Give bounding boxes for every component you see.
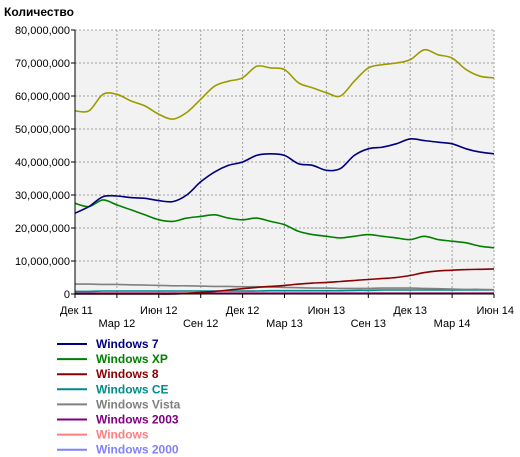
legend-label-windows-8: Windows 8: [96, 367, 159, 381]
x-tick-label: Мар 14: [434, 318, 471, 330]
legend-label-windows-vista: Windows Vista: [96, 397, 181, 411]
grid: [75, 29, 495, 294]
x-tick-label: Июн 14: [476, 305, 514, 317]
x-tick-label: Мар 13: [266, 318, 303, 330]
series-line-windows-xp: [74, 199, 495, 249]
y-tick-label: 10,000,000: [15, 256, 70, 268]
x-tick-label: Мар 12: [98, 318, 135, 330]
series-line-windows-ce: [75, 289, 494, 293]
y-tick-label: 30,000,000: [15, 190, 70, 202]
y-tick-label: 70,000,000: [15, 58, 70, 70]
y-tick-label: 60,000,000: [15, 91, 70, 103]
series-line-сумма-выбранных: [74, 48, 495, 120]
y-tick-label: 20,000,000: [15, 223, 70, 235]
x-tick-label: Сен 12: [183, 318, 218, 330]
x-tick-label: Дек 13: [393, 305, 427, 317]
series-line-windows-7: [74, 138, 495, 214]
legend-label-windows-xp: Windows XP: [96, 352, 168, 366]
x-tick-label: Дек 12: [226, 305, 260, 317]
chart-title: Количество: [4, 5, 74, 19]
legend-label-windows-ce: Windows CE: [96, 382, 169, 396]
legend-label-windows-2000: Windows 2000: [96, 443, 179, 457]
y-tick-label: 40,000,000: [15, 157, 70, 169]
series-line-windows-vista: [74, 283, 495, 291]
y-tick-label: 80,000,000: [15, 25, 70, 37]
y-axis: 0 10,000,000 20,000,000 30,000,000 40,000,00…: [15, 25, 75, 301]
x-axis: Дек 11 Мар 12 Июн 12 Сен 12 Дек 12 Мар 13 Июн …: [60, 294, 514, 330]
x-tick-label: Июн 12: [140, 305, 178, 317]
legend-label-windows-2003: Windows 2003: [96, 413, 179, 427]
x-tick-label: Дек 11: [60, 305, 93, 317]
x-tick-label: Июн 13: [308, 305, 346, 317]
x-tick-label: Сен 13: [351, 318, 386, 330]
legend-label-windows-7: Windows 7: [96, 337, 159, 351]
legend-label-windows: Windows: [96, 428, 149, 442]
y-tick-label: 50,000,000: [15, 124, 70, 136]
y-tick-label: 0: [64, 289, 70, 301]
